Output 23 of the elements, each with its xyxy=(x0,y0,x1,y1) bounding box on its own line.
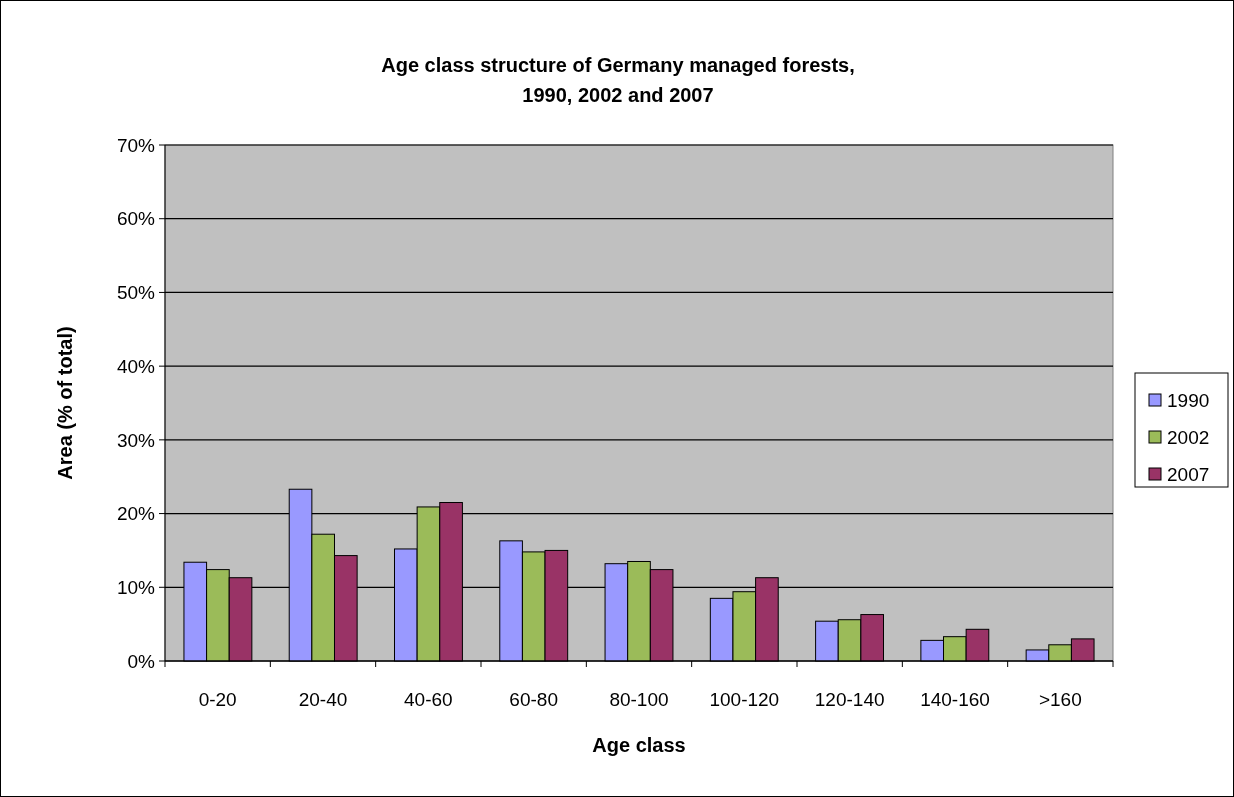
y-tick-label: 10% xyxy=(116,576,156,598)
x-tick-label: 40-60 xyxy=(404,689,453,710)
y-tick-label: 50% xyxy=(116,282,156,304)
x-tick-label: 20-40 xyxy=(298,689,348,710)
y-axis-title: Area (% of total) xyxy=(54,326,76,480)
y-tick-label: 30% xyxy=(116,429,156,451)
y-tick-label: 0% xyxy=(127,650,156,672)
y-tick-label: 20% xyxy=(116,503,156,525)
y-tick-label: 60% xyxy=(116,208,156,230)
legend-label: 2007 xyxy=(1167,463,1210,485)
x-tick-label: 120-140 xyxy=(814,689,885,710)
x-axis-title: Age class xyxy=(592,734,686,756)
x-tick-label: 140-160 xyxy=(920,689,990,710)
y-tick-label: 40% xyxy=(116,355,156,377)
chart-title: Age class structure of Germany managed forests, 1990, 2002 and 2007 xyxy=(381,54,855,106)
legend-label: 2002 xyxy=(1167,426,1210,448)
x-tick-label: 100-120 xyxy=(709,689,780,710)
x-tick-label: 60-80 xyxy=(509,689,558,710)
y-tick-label: 70% xyxy=(116,134,156,156)
x-tick-label: 80-100 xyxy=(609,689,669,710)
x-tick-label: 0-20 xyxy=(198,689,237,710)
x-tick-label: >160 xyxy=(1038,689,1082,710)
legend-label: 1990 xyxy=(1167,389,1210,411)
